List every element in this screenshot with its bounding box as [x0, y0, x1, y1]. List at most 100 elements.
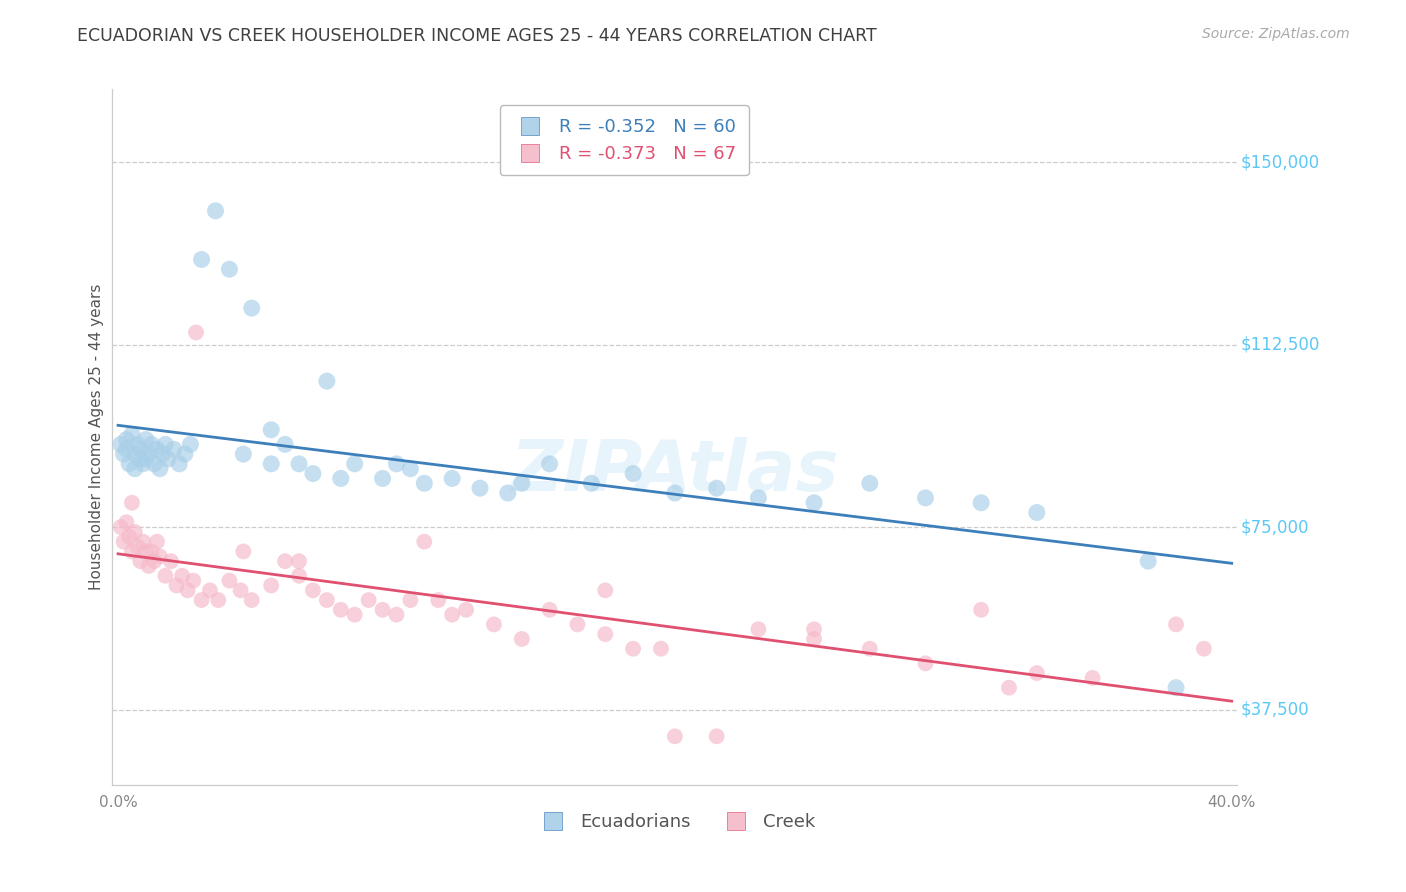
Point [288, 568, 311, 582]
Point [218, 262, 240, 277]
Text: $75,000: $75,000 [1240, 518, 1309, 536]
Point [110, 520, 132, 534]
Point [1025, 506, 1047, 520]
Point [260, 578, 283, 592]
Point [232, 447, 254, 461]
Point [129, 442, 152, 457]
Point [232, 544, 254, 558]
Point [468, 481, 491, 495]
Text: ECUADORIAN VS CREEK HOUSEHOLDER INCOME AGES 25 - 44 YEARS CORRELATION CHART: ECUADORIAN VS CREEK HOUSEHOLDER INCOME A… [77, 27, 877, 45]
Point [169, 457, 191, 471]
Point [510, 476, 533, 491]
Point [163, 442, 186, 457]
Point [302, 583, 325, 598]
Point [124, 524, 146, 539]
Point [621, 467, 644, 481]
Point [970, 603, 993, 617]
Text: Source: ZipAtlas.com: Source: ZipAtlas.com [1202, 27, 1350, 41]
Point [179, 437, 201, 451]
Point [115, 433, 138, 447]
Point [155, 568, 177, 582]
Point [181, 574, 204, 588]
Point [260, 457, 283, 471]
Point [135, 544, 157, 558]
Point [190, 252, 212, 267]
Point [357, 593, 380, 607]
Point [141, 437, 163, 451]
Point [173, 447, 195, 461]
Point [166, 578, 188, 592]
Point [803, 496, 825, 510]
Point [110, 437, 132, 451]
Point [1164, 681, 1187, 695]
Point [706, 729, 728, 743]
Point [664, 729, 686, 743]
Point [141, 544, 163, 558]
Point [129, 554, 152, 568]
Point [138, 559, 160, 574]
Point [1025, 666, 1047, 681]
Point [510, 632, 533, 646]
Point [204, 203, 226, 218]
Point [747, 491, 769, 505]
Point [135, 433, 157, 447]
Point [260, 423, 283, 437]
Point [859, 476, 882, 491]
Point [567, 617, 589, 632]
Point [482, 617, 505, 632]
Point [124, 461, 146, 475]
Point [454, 603, 477, 617]
Point [274, 554, 297, 568]
Point [152, 447, 174, 461]
Point [155, 437, 177, 451]
Point [1137, 554, 1160, 568]
Point [385, 607, 408, 622]
Point [650, 641, 672, 656]
Point [664, 486, 686, 500]
Point [343, 457, 366, 471]
Point [538, 603, 561, 617]
Point [274, 437, 297, 451]
Point [218, 574, 240, 588]
Point [138, 447, 160, 461]
Point [621, 641, 644, 656]
Point [112, 447, 135, 461]
Point [146, 442, 169, 457]
Point [859, 641, 882, 656]
Point [371, 471, 394, 485]
Point [803, 622, 825, 636]
Point [176, 583, 198, 598]
Point [329, 603, 352, 617]
Point [315, 593, 337, 607]
Point [413, 534, 436, 549]
Point [315, 374, 337, 388]
Point [160, 554, 183, 568]
Point [121, 544, 143, 558]
Y-axis label: Householder Income Ages 25 - 44 years: Householder Income Ages 25 - 44 years [89, 284, 104, 591]
Point [581, 476, 603, 491]
Point [329, 471, 352, 485]
Point [1192, 641, 1215, 656]
Point [399, 461, 422, 475]
Point [146, 534, 169, 549]
Point [914, 491, 936, 505]
Point [914, 657, 936, 671]
Point [190, 593, 212, 607]
Point [496, 486, 519, 500]
Point [157, 452, 180, 467]
Point [124, 447, 146, 461]
Text: $37,500: $37,500 [1240, 700, 1309, 719]
Point [343, 607, 366, 622]
Point [135, 452, 157, 467]
Point [207, 593, 229, 607]
Point [121, 427, 143, 442]
Point [371, 603, 394, 617]
Point [1164, 617, 1187, 632]
Point [240, 301, 263, 315]
Point [399, 593, 422, 607]
Point [115, 515, 138, 529]
Point [121, 496, 143, 510]
Point [184, 326, 207, 340]
Point [803, 632, 825, 646]
Point [538, 457, 561, 471]
